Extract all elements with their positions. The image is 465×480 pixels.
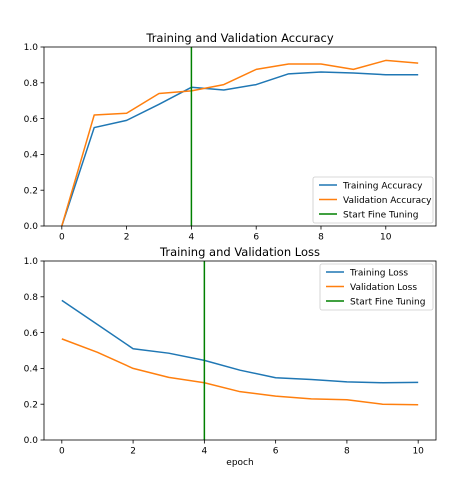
loss-legend-label-fine-tuning: Start Fine Tuning xyxy=(350,298,425,308)
accuracy-legend: Training Accuracy Validation Accuracy St… xyxy=(312,176,434,224)
accuracy-x-tick-label: 10 xyxy=(380,233,392,243)
accuracy-subplot: Training and Validation Accuracy 0 2 4 6 8 10… xyxy=(24,31,437,243)
accuracy-plot-area xyxy=(61,47,419,226)
loss-y-tick-label: 0.8 xyxy=(24,293,39,303)
loss-x-tick-label: 10 xyxy=(412,447,424,457)
loss-x-tick-label: 0 xyxy=(59,447,65,457)
accuracy-x-tick-label: 4 xyxy=(189,233,195,243)
loss-chart-title: Training and Validation Loss xyxy=(159,245,320,259)
accuracy-legend-box xyxy=(312,176,434,224)
accuracy-series-line-training xyxy=(61,71,419,226)
loss-y-tick-label: 1.0 xyxy=(24,257,39,267)
loss-y-tick-label: 0.4 xyxy=(24,365,39,375)
loss-legend-label-validation: Validation Loss xyxy=(350,283,417,293)
accuracy-y-tick-label: 0.6 xyxy=(24,115,39,125)
loss-series-line-validation xyxy=(61,338,419,406)
accuracy-legend-label-validation: Validation Accuracy xyxy=(343,196,432,206)
accuracy-y-tick-label: 0.2 xyxy=(24,186,38,196)
accuracy-y-tick-label: 1.0 xyxy=(24,43,39,53)
accuracy-x-tick-label: 8 xyxy=(318,233,324,243)
loss-x-tick-label: 6 xyxy=(273,447,279,457)
loss-axes-frame xyxy=(43,260,437,441)
accuracy-axes-frame xyxy=(43,46,437,227)
accuracy-y-tick-label: 0.0 xyxy=(24,222,39,232)
loss-y-tick-label: 0.0 xyxy=(24,436,39,446)
accuracy-legend-label-training: Training Accuracy xyxy=(342,182,423,192)
accuracy-series-line-validation xyxy=(61,59,419,226)
loss-x-tick-label: 2 xyxy=(130,447,136,457)
loss-y-tick-label: 0.2 xyxy=(24,400,38,410)
accuracy-chart-title: Training and Validation Accuracy xyxy=(145,31,333,45)
loss-x-tick-label: 4 xyxy=(201,447,207,457)
accuracy-x-tick-label: 6 xyxy=(253,233,259,243)
loss-x-axis-label: epoch xyxy=(226,458,253,468)
accuracy-ticks: 0 2 4 6 8 10 0.0 0.2 0.4 0.6 0.8 1.0 xyxy=(24,43,392,242)
loss-y-tick-label: 0.6 xyxy=(24,329,39,339)
loss-x-tick-label: 8 xyxy=(344,447,350,457)
loss-plot-area xyxy=(61,261,419,440)
loss-subplot: Training and Validation Loss 0 2 4 6 8 100.00… xyxy=(24,245,437,468)
accuracy-y-tick-label: 0.4 xyxy=(24,151,39,161)
accuracy-y-tick-label: 0.8 xyxy=(24,79,39,89)
loss-legend-box xyxy=(319,263,434,311)
loss-legend-label-training: Training Loss xyxy=(349,269,408,279)
loss-series-line-training xyxy=(61,299,419,384)
accuracy-x-tick-label: 2 xyxy=(124,233,130,243)
loss-legend: Training Loss Validation Loss Start Fine… xyxy=(319,263,434,311)
loss-ticks: 0 2 4 6 8 10 0.0 0.2 0.4 0.6 0.8 1.0 xyxy=(24,257,425,456)
accuracy-legend-label-fine-tuning: Start Fine Tuning xyxy=(343,211,418,221)
accuracy-x-tick-label: 0 xyxy=(59,233,65,243)
